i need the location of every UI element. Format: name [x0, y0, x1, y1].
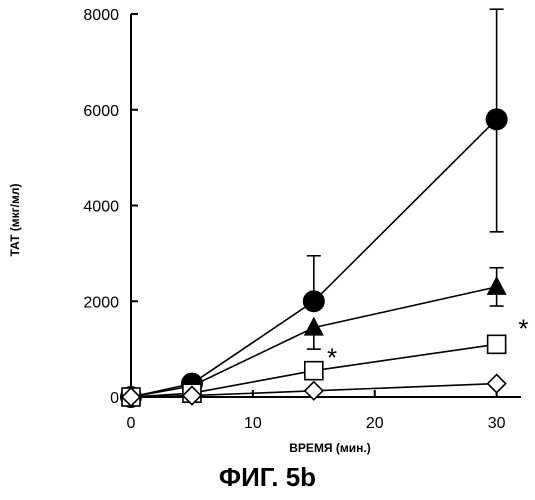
y-tick-label: 6000	[83, 103, 119, 120]
y-tick-label: 0	[110, 390, 119, 407]
x-axis-title: ВРЕМЯ (мин.)	[289, 441, 370, 455]
data-point-open-square	[305, 362, 323, 380]
y-axis-title: ТАТ (мкг/мл)	[8, 183, 22, 256]
x-tick-label: 30	[488, 415, 506, 432]
error-bars	[307, 9, 504, 349]
data-point-open-square	[488, 335, 506, 353]
y-tick-label: 8000	[83, 7, 119, 24]
data-point-filled-triangle	[487, 276, 507, 295]
y-ticks: 0 2000 4000 6000 8000	[83, 7, 138, 407]
data-point-filled-circle	[303, 290, 325, 312]
figure-caption: ФИГ. 5b	[0, 462, 535, 493]
significance-asterisk: *	[518, 314, 528, 344]
y-tick-label: 4000	[83, 199, 119, 216]
axes	[131, 14, 521, 397]
x-tick-label: 0	[127, 415, 136, 432]
data-point-open-diamond	[488, 375, 506, 393]
x-tick-label: 10	[244, 415, 262, 432]
chart: 0 10 20 30 0 2000 4000 6000 8000 * * ТАТ (мкг/мл…	[0, 0, 535, 460]
significance-asterisk: *	[327, 342, 337, 372]
data-point-filled-circle	[486, 108, 508, 130]
y-tick-label: 2000	[83, 294, 119, 311]
x-tick-label: 20	[366, 415, 384, 432]
